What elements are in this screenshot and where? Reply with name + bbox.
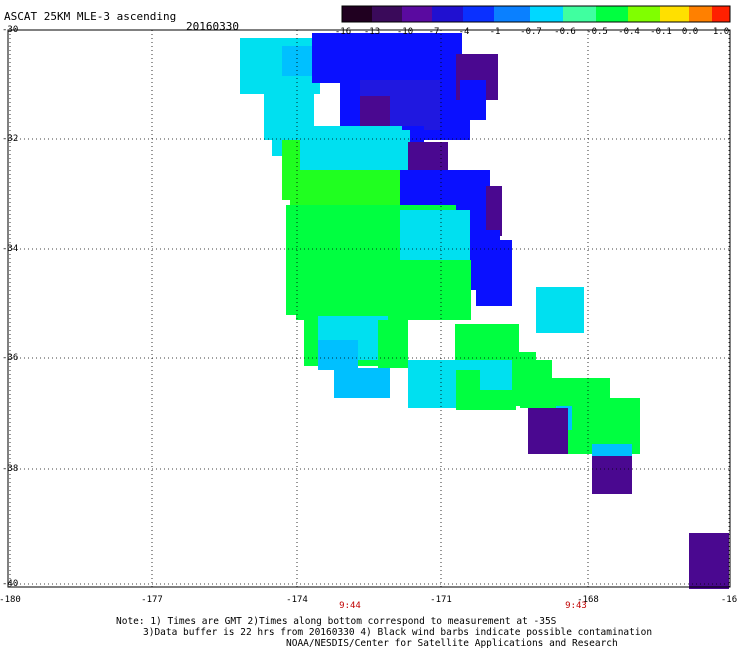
lat-label: -34	[2, 244, 19, 254]
lon-label: -180	[0, 595, 21, 605]
swath-cell	[592, 444, 632, 456]
time-label: 9:44	[339, 601, 361, 611]
colorbar-segment	[530, 6, 563, 22]
colorbar-segment	[660, 6, 689, 22]
lon-label: -16	[720, 595, 738, 605]
colorbar-label: -0.4	[618, 27, 640, 37]
note-line-3: NOAA/NESDIS/Center for Satellite Applica…	[286, 638, 618, 649]
swath-cell	[536, 287, 584, 333]
swath-cell	[486, 186, 502, 236]
lon-label: -168	[577, 595, 599, 605]
colorbar-segment	[596, 6, 628, 22]
colorbar	[341, 5, 731, 23]
colorbar-label: -13	[363, 27, 381, 37]
colorbar-label: -1	[489, 27, 501, 37]
colorbar-label: 1.0	[712, 27, 730, 37]
note-line-1: Note: 1) Times are GMT 2)Times along bot…	[116, 616, 557, 627]
colorbar-segment	[463, 6, 494, 22]
lat-label: -32	[2, 134, 19, 144]
colorbar-label: -0.1	[650, 27, 672, 37]
colorbar-segment	[712, 6, 730, 22]
plot-frame	[7, 29, 731, 588]
swath-cell	[334, 368, 390, 398]
swath-cell	[360, 96, 390, 126]
lon-label: -177	[141, 595, 163, 605]
lat-label: -40	[2, 579, 19, 589]
note-line-2: 3)Data buffer is 22 hrs from 20160330 4)…	[143, 627, 653, 638]
colorbar-segment	[494, 6, 530, 22]
product-title: ASCAT 25KM MLE-3 ascending	[4, 10, 177, 23]
swath-cell	[689, 533, 729, 589]
colorbar-segment	[372, 6, 402, 22]
colorbar-label: -0.6	[554, 27, 576, 37]
colorbar-segment	[563, 6, 596, 22]
swath-cell	[460, 80, 486, 120]
swath-cell	[318, 340, 358, 370]
colorbar-label: -0.5	[586, 27, 608, 37]
swath-cell	[592, 452, 632, 494]
time-label: 9:43	[565, 601, 587, 611]
colorbar-label: -10	[396, 27, 414, 37]
colorbar-frame	[341, 5, 731, 23]
lat-label: -38	[2, 464, 19, 474]
colorbar-label: -0.7	[520, 27, 542, 37]
colorbar-label: -7	[428, 27, 440, 37]
colorbar-segment	[402, 6, 432, 22]
colorbar-segment	[342, 6, 372, 22]
colorbar-label: -16	[334, 27, 352, 37]
swath-cell	[528, 408, 568, 454]
lat-label: -36	[2, 353, 19, 363]
lat-label: -30	[2, 25, 19, 35]
colorbar-segment	[689, 6, 712, 22]
lon-label: -171	[430, 595, 452, 605]
colorbar-segment	[432, 6, 463, 22]
swath-cell	[378, 320, 408, 368]
data-swath	[240, 33, 729, 589]
lon-label: -174	[286, 595, 308, 605]
colorbar-segment	[628, 6, 660, 22]
swath-cell	[476, 240, 512, 306]
colorbar-label: -4	[458, 27, 470, 37]
colorbar-label: 0.0	[681, 27, 699, 37]
